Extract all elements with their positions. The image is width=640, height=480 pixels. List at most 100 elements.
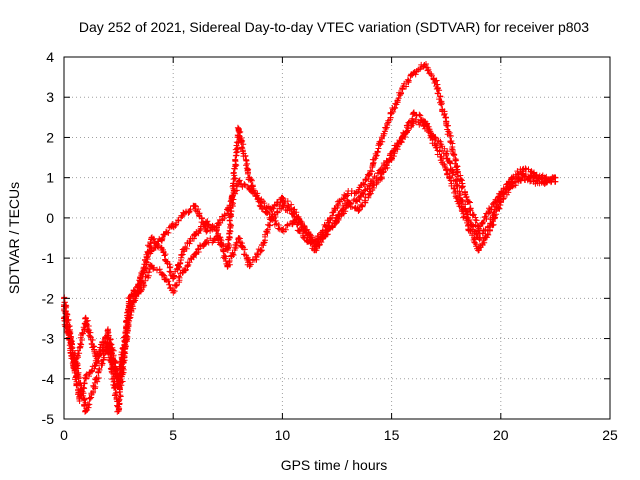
data-point bbox=[104, 327, 111, 334]
data-point bbox=[82, 375, 89, 382]
data-point bbox=[497, 190, 504, 197]
series-track-c bbox=[61, 109, 559, 382]
data-point bbox=[475, 247, 482, 254]
data-point bbox=[443, 166, 450, 173]
y-axis-label: SDTVAR / TECUs bbox=[6, 182, 22, 294]
data-point bbox=[301, 222, 308, 229]
data-point bbox=[192, 251, 199, 258]
data-point bbox=[224, 247, 231, 254]
data-point bbox=[421, 62, 428, 69]
data-point bbox=[443, 150, 450, 157]
axis-ticks bbox=[63, 56, 611, 420]
y-tick-label: 3 bbox=[46, 89, 54, 105]
data-point bbox=[170, 275, 177, 282]
data-point bbox=[235, 235, 242, 241]
data-point bbox=[246, 263, 253, 270]
data-point bbox=[377, 138, 384, 145]
data-point bbox=[246, 186, 253, 193]
y-tick-label: 2 bbox=[46, 129, 54, 145]
y-tick-label: -3 bbox=[42, 331, 55, 347]
data-point bbox=[355, 194, 362, 201]
tick-labels: 0 5 10 15 20 25 -5 -4 -3 -2 -1 0 1 2 3 4 bbox=[42, 49, 618, 443]
x-tick-label: 5 bbox=[169, 427, 177, 443]
data-point bbox=[475, 235, 482, 241]
data-points bbox=[61, 61, 559, 415]
data-point bbox=[366, 190, 373, 197]
data-point bbox=[334, 214, 340, 221]
y-tick-label: 4 bbox=[46, 49, 54, 65]
data-point bbox=[126, 295, 133, 302]
data-point bbox=[312, 247, 319, 254]
data-point bbox=[126, 303, 133, 310]
data-point bbox=[432, 142, 439, 149]
data-point bbox=[519, 174, 526, 181]
data-point bbox=[235, 178, 242, 185]
data-point bbox=[104, 343, 111, 350]
y-tick-label: -1 bbox=[42, 250, 55, 266]
data-point bbox=[115, 375, 122, 382]
data-point bbox=[508, 174, 515, 181]
y-tick-label: -4 bbox=[42, 371, 55, 387]
data-point bbox=[115, 407, 122, 414]
data-point bbox=[508, 182, 515, 189]
data-point bbox=[192, 202, 199, 209]
data-point bbox=[279, 194, 286, 201]
data-point bbox=[235, 126, 242, 133]
data-point bbox=[93, 375, 100, 382]
x-tick-label: 10 bbox=[275, 427, 291, 443]
data-point bbox=[279, 226, 286, 233]
data-point bbox=[148, 263, 155, 270]
data-point bbox=[497, 198, 504, 205]
data-point bbox=[181, 267, 188, 274]
x-tick-label: 25 bbox=[602, 427, 618, 443]
data-point bbox=[552, 178, 559, 185]
data-point bbox=[159, 235, 166, 241]
y-tick-label: -5 bbox=[42, 411, 55, 427]
data-point bbox=[465, 222, 472, 229]
data-point bbox=[344, 198, 351, 205]
data-point bbox=[246, 174, 253, 181]
x-tick-label: 0 bbox=[60, 427, 68, 443]
data-point bbox=[465, 198, 472, 205]
data-point bbox=[541, 178, 548, 185]
data-point bbox=[388, 110, 395, 117]
data-point bbox=[377, 174, 384, 181]
data-point bbox=[410, 70, 417, 77]
data-point bbox=[334, 202, 340, 209]
data-point bbox=[399, 86, 406, 93]
x-tick-label: 20 bbox=[493, 427, 509, 443]
x-axis-label: GPS time / hours bbox=[281, 457, 388, 473]
x-tick-label: 15 bbox=[384, 427, 400, 443]
data-point bbox=[148, 235, 155, 241]
data-point bbox=[181, 210, 188, 217]
data-point bbox=[159, 247, 166, 254]
data-point bbox=[301, 235, 308, 241]
data-point bbox=[399, 134, 406, 141]
data-point bbox=[82, 315, 89, 322]
data-point bbox=[224, 263, 231, 270]
data-point bbox=[192, 230, 199, 237]
data-point bbox=[202, 239, 209, 246]
data-point bbox=[290, 210, 297, 217]
data-point bbox=[355, 186, 362, 193]
data-point bbox=[93, 355, 100, 362]
data-point bbox=[137, 287, 144, 294]
data-point bbox=[71, 367, 78, 374]
data-point bbox=[279, 202, 286, 209]
data-point bbox=[530, 178, 537, 185]
data-point bbox=[268, 214, 275, 221]
data-point bbox=[530, 170, 537, 177]
data-point bbox=[355, 206, 362, 213]
data-point bbox=[323, 230, 330, 237]
data-point bbox=[268, 206, 275, 213]
data-point bbox=[213, 226, 220, 233]
data-point bbox=[454, 194, 461, 201]
data-point bbox=[443, 118, 450, 125]
y-tick-label: -2 bbox=[42, 290, 55, 306]
y-tick-label: 1 bbox=[46, 170, 54, 186]
data-point bbox=[82, 407, 89, 414]
data-point bbox=[257, 202, 264, 209]
data-point bbox=[388, 154, 395, 161]
data-point bbox=[290, 218, 297, 225]
